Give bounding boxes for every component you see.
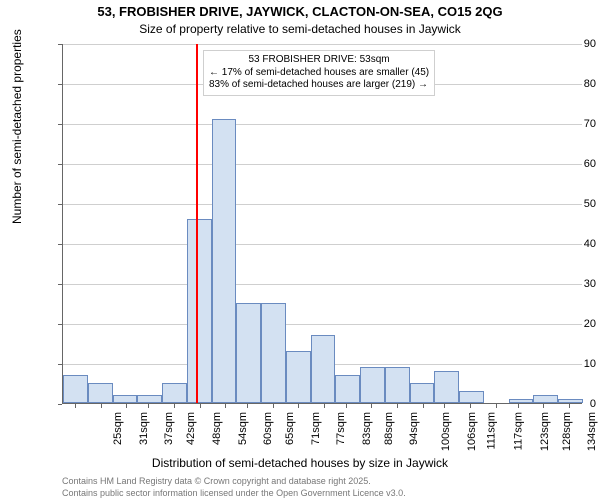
x-tick-label: 48sqm xyxy=(211,412,223,445)
x-tick-label: 128sqm xyxy=(561,412,573,451)
x-tick-mark xyxy=(298,404,299,408)
x-tick-mark xyxy=(470,404,471,408)
x-tick-mark xyxy=(423,404,424,408)
histogram-bar xyxy=(558,399,583,403)
annotation-line: ← 17% of semi-detached houses are smalle… xyxy=(209,67,429,80)
x-tick-label: 106sqm xyxy=(466,412,478,451)
gridline xyxy=(63,284,582,285)
histogram-bar xyxy=(360,367,385,403)
x-tick-mark xyxy=(126,404,127,408)
histogram-bar xyxy=(137,395,162,403)
x-tick-mark xyxy=(371,404,372,408)
x-tick-mark xyxy=(225,404,226,408)
x-tick-label: 117sqm xyxy=(513,412,525,450)
histogram-bar xyxy=(410,383,435,403)
annotation-line: 83% of semi-detached houses are larger (… xyxy=(209,79,429,92)
histogram-bar xyxy=(162,383,187,403)
histogram-bar xyxy=(236,303,261,403)
x-tick-mark xyxy=(518,404,519,408)
histogram-bar xyxy=(311,335,336,403)
x-tick-mark xyxy=(397,404,398,408)
chart-title-sub: Size of property relative to semi-detach… xyxy=(0,22,600,36)
histogram-bar xyxy=(88,383,113,403)
gridline xyxy=(63,44,582,45)
x-tick-label: 65sqm xyxy=(284,412,296,445)
histogram-bar xyxy=(63,375,88,403)
x-tick-mark xyxy=(569,404,570,408)
x-tick-label: 88sqm xyxy=(383,412,395,445)
reference-line xyxy=(196,44,198,403)
x-tick-label: 111sqm xyxy=(486,412,498,450)
x-tick-label: 54sqm xyxy=(237,412,249,445)
x-tick-mark xyxy=(324,404,325,408)
annotation-heading: 53 FROBISHER DRIVE: 53sqm xyxy=(209,54,429,67)
gridline xyxy=(63,204,582,205)
annotation-box: 53 FROBISHER DRIVE: 53sqm← 17% of semi-d… xyxy=(203,50,435,96)
histogram-bar xyxy=(212,119,237,403)
histogram-bar xyxy=(113,395,138,403)
gridline xyxy=(63,244,582,245)
histogram-bar xyxy=(261,303,286,403)
histogram-bar xyxy=(459,391,484,403)
x-tick-label: 100sqm xyxy=(440,412,452,451)
x-tick-label: 83sqm xyxy=(361,412,373,445)
y-tick-mark xyxy=(58,404,62,405)
x-tick-label: 71sqm xyxy=(310,412,322,445)
x-tick-mark xyxy=(174,404,175,408)
gridline xyxy=(63,124,582,125)
footer-line-1: Contains HM Land Registry data © Crown c… xyxy=(62,476,371,486)
x-tick-mark xyxy=(496,404,497,408)
x-tick-mark xyxy=(247,404,248,408)
x-tick-label: 123sqm xyxy=(539,412,551,451)
x-tick-mark xyxy=(101,404,102,408)
x-tick-label: 94sqm xyxy=(408,412,420,445)
x-axis-title: Distribution of semi-detached houses by … xyxy=(0,456,600,470)
x-tick-mark xyxy=(543,404,544,408)
x-tick-label: 60sqm xyxy=(262,412,274,445)
x-tick-label: 77sqm xyxy=(335,412,347,445)
histogram-bar xyxy=(335,375,360,403)
x-tick-label: 25sqm xyxy=(112,412,124,445)
x-tick-mark xyxy=(273,404,274,408)
x-tick-mark xyxy=(75,404,76,408)
histogram-bar xyxy=(509,399,534,403)
x-tick-label: 42sqm xyxy=(185,412,197,445)
y-axis-title: Number of semi-detached properties xyxy=(10,29,24,224)
footer-line-2: Contains public sector information licen… xyxy=(62,488,406,498)
x-tick-label: 37sqm xyxy=(163,412,175,445)
histogram-bar xyxy=(385,367,410,403)
x-tick-mark xyxy=(200,404,201,408)
gridline xyxy=(63,324,582,325)
histogram-chart: 53, FROBISHER DRIVE, JAYWICK, CLACTON-ON… xyxy=(0,0,600,500)
histogram-bar xyxy=(187,219,212,403)
x-tick-mark xyxy=(444,404,445,408)
x-tick-mark xyxy=(346,404,347,408)
histogram-bar xyxy=(286,351,311,403)
histogram-bar xyxy=(533,395,558,403)
chart-title-main: 53, FROBISHER DRIVE, JAYWICK, CLACTON-ON… xyxy=(0,4,600,19)
x-tick-label: 134sqm xyxy=(586,412,598,451)
x-tick-mark xyxy=(148,404,149,408)
histogram-bar xyxy=(434,371,459,403)
plot-area: 53 FROBISHER DRIVE: 53sqm← 17% of semi-d… xyxy=(62,44,582,404)
gridline xyxy=(63,164,582,165)
x-tick-label: 31sqm xyxy=(138,412,150,445)
